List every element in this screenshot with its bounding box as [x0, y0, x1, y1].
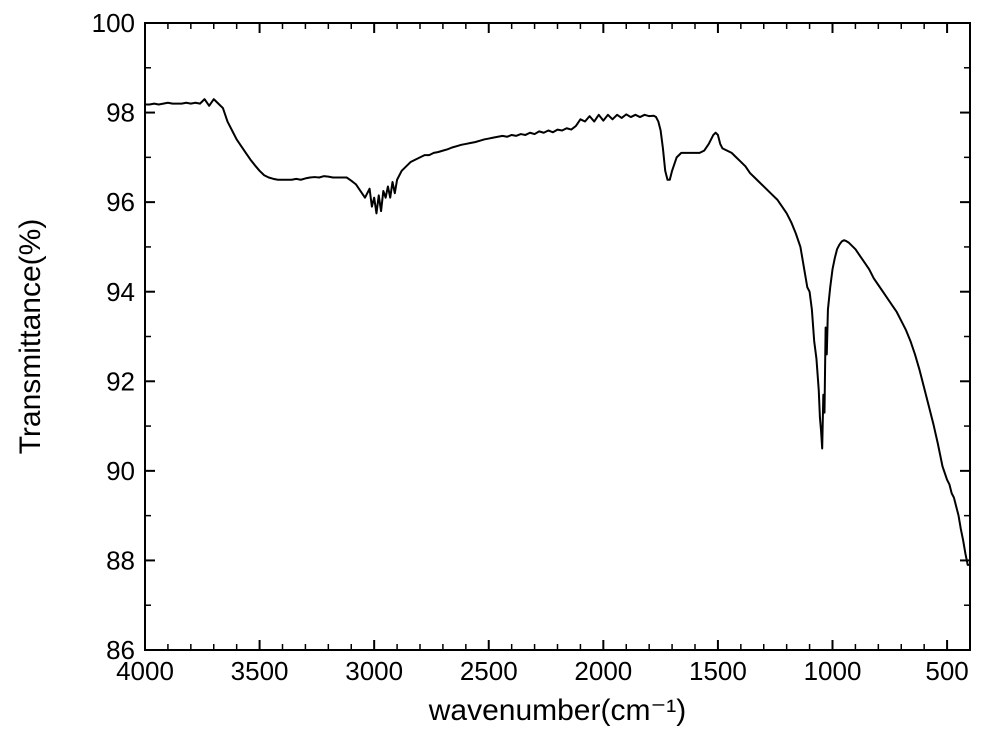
ftir-chart: 4000350030002500200015001000500868890929… [0, 0, 1000, 755]
y-tick-label: 96 [106, 187, 135, 217]
ftir-spectrum [145, 99, 970, 565]
y-axis-label: Transmittance(%) [14, 219, 47, 455]
y-tick-label: 90 [106, 456, 135, 486]
y-tick-label: 92 [106, 366, 135, 396]
y-tick-label: 98 [106, 98, 135, 128]
chart-svg: 4000350030002500200015001000500868890929… [0, 0, 1000, 755]
x-tick-label: 500 [925, 656, 968, 686]
y-tick-label: 86 [106, 635, 135, 665]
x-tick-label: 3500 [231, 656, 289, 686]
x-tick-label: 2500 [460, 656, 518, 686]
x-tick-label: 3000 [345, 656, 403, 686]
y-tick-label: 100 [92, 8, 135, 38]
x-axis-label: wavenumber(cm⁻¹) [428, 694, 687, 727]
x-tick-label: 1000 [804, 656, 862, 686]
x-tick-label: 1500 [689, 656, 747, 686]
plot-frame [145, 23, 970, 650]
y-tick-label: 94 [106, 277, 135, 307]
y-tick-label: 88 [106, 546, 135, 576]
x-tick-label: 2000 [574, 656, 632, 686]
